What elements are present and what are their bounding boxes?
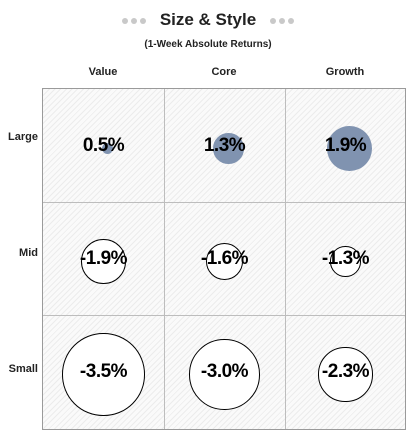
column-label-core: Core [211, 66, 237, 78]
bubble-negative [205, 242, 244, 281]
bubble-negative [62, 333, 145, 416]
cell-value-label: -3.5% [79, 360, 128, 382]
grid-divider-horizontal [43, 315, 405, 316]
column-label-value: Value [88, 66, 118, 78]
bubble-grid: 0.5% 1.3% 1.9% -1.9% -1.6% -1.3% -3.5% -3.0% -2.… [42, 88, 406, 430]
cell-value-label: -1.3% [321, 247, 370, 269]
row-label-mid: Mid [19, 247, 38, 259]
cell-value-label: 1.3% [203, 134, 246, 156]
grid-cell-small-core: -3.0% [164, 315, 285, 428]
grid-cell-mid-value: -1.9% [43, 202, 164, 315]
title-dots-right [269, 11, 296, 31]
chart-subtitle: (1-Week Absolute Returns) [144, 39, 272, 50]
bubble-negative [318, 347, 373, 402]
chart-title: Size & Style [159, 10, 257, 29]
grid-divider-horizontal [43, 202, 405, 203]
grid-cell-small-growth: -2.3% [285, 315, 406, 428]
row-label-large: Large [8, 131, 38, 143]
cell-value-label: -1.6% [200, 247, 249, 269]
bubble-negative [81, 239, 126, 284]
grid-cell-small-value: -3.5% [43, 315, 164, 428]
bubble-positive [213, 133, 244, 164]
title-dots-left [120, 11, 147, 31]
grid-cell-large-value: 0.5% [43, 89, 164, 202]
grid-cell-mid-core: -1.6% [164, 202, 285, 315]
grid-divider-vertical [164, 89, 165, 429]
grid-divider-vertical [285, 89, 286, 429]
bubble-negative [330, 246, 361, 277]
cell-value-label: -1.9% [79, 247, 128, 269]
cell-value-label: -3.0% [200, 360, 249, 382]
column-label-growth: Growth [325, 66, 365, 78]
grid-cell-large-core: 1.3% [164, 89, 285, 202]
bubble-negative [189, 339, 260, 410]
grid-cell-mid-growth: -1.3% [285, 202, 406, 315]
cell-value-label: 1.9% [324, 134, 367, 156]
bubble-positive [327, 126, 372, 171]
cell-value-label: 0.5% [82, 134, 125, 156]
grid-cell-large-growth: 1.9% [285, 89, 406, 202]
row-label-small: Small [8, 363, 38, 375]
bubble-positive [101, 142, 114, 155]
cell-value-label: -2.3% [321, 360, 370, 382]
chart-title-row: Size & Style [0, 10, 416, 31]
